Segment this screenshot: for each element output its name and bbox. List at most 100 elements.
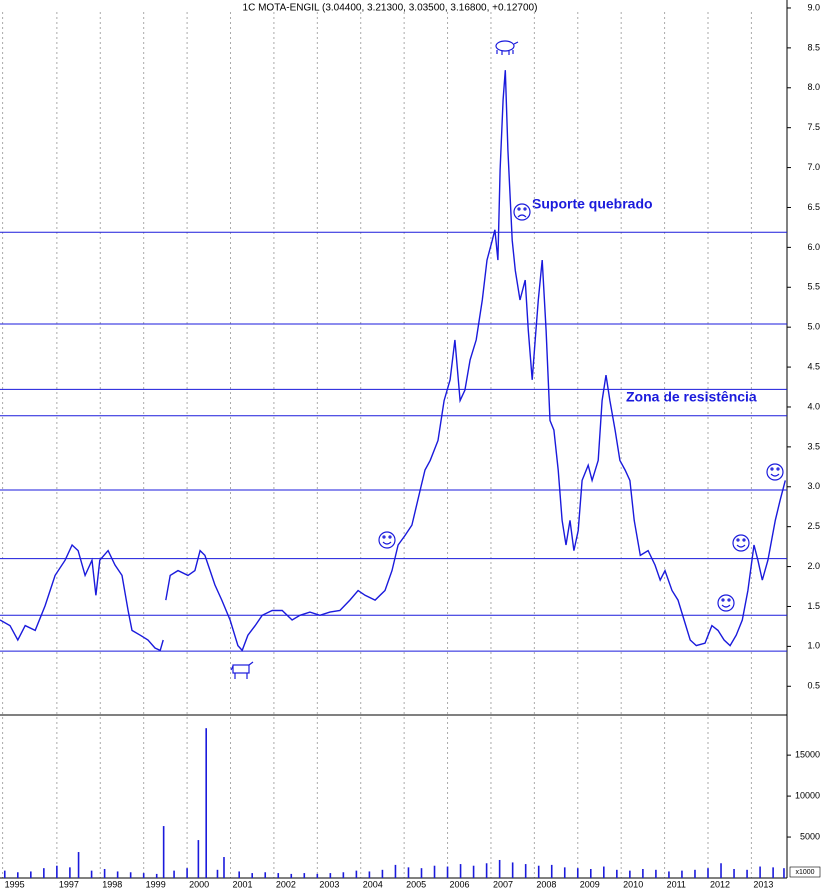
volume-bar: [783, 868, 785, 878]
volume-bar: [238, 871, 240, 878]
y-tick-label: 15000: [795, 750, 820, 760]
volume-bar: [368, 871, 371, 878]
volume-bar: [3, 870, 6, 878]
volume-bar: [205, 728, 207, 878]
volume-bar: [129, 872, 132, 878]
volume-bar: [746, 869, 748, 878]
volume-bar: [186, 868, 188, 878]
volume-bar: [197, 840, 200, 878]
x-tick-label: 2008: [536, 879, 556, 889]
volume-bar: [616, 869, 618, 878]
volume-bar: [589, 868, 592, 878]
x-tick-label: 2013: [753, 879, 773, 889]
volume-bar: [342, 872, 345, 878]
x-tick-label: 2001: [233, 879, 253, 889]
volume-bar: [772, 867, 774, 878]
y-tick-label: 5000: [800, 831, 820, 841]
volume-bar: [707, 868, 709, 878]
icons: [230, 40, 784, 679]
smiley-icon: [717, 594, 735, 612]
volume-bar: [694, 869, 696, 878]
x-tick-label: 2003: [319, 879, 339, 889]
chart-title: 1C MOTA-ENGIL (3.04400, 3.21300, 3.03500…: [243, 3, 538, 14]
y-tick-label: 1.0: [807, 641, 820, 651]
x-tick-label: 2006: [450, 879, 470, 889]
volume-bar: [407, 867, 410, 878]
volume-bar: [629, 870, 631, 878]
y-tick-label: 1.5: [807, 601, 820, 611]
volume-bar: [277, 873, 280, 878]
volume-bar: [90, 870, 93, 878]
y-tick-label: 2.5: [807, 521, 820, 531]
volume-bar: [759, 866, 761, 878]
volume-bar: [485, 863, 488, 878]
smiley-icon: [766, 463, 784, 481]
y-tick-label: 5.0: [807, 322, 820, 332]
volume-bar: [603, 866, 605, 878]
volume-bar: [251, 873, 254, 878]
volume-bar: [16, 872, 19, 878]
volume-bar: [524, 864, 527, 878]
y-tick-label: 5.5: [807, 282, 820, 292]
volume-bar: [511, 862, 514, 878]
smiley-icon: [732, 534, 750, 552]
annotation: Zona de resistência: [626, 389, 757, 405]
x-tick-label: 2010: [623, 879, 643, 889]
x-tick-label: 2009: [580, 879, 600, 889]
volume-bar: [420, 868, 423, 878]
unit-box: [789, 866, 821, 878]
volume-bar: [316, 873, 319, 878]
volume-bar: [216, 869, 219, 878]
volume-bar: [303, 873, 306, 878]
volume-bar: [642, 868, 644, 878]
x-tick-label: 2007: [493, 879, 513, 889]
volume-bar: [472, 865, 475, 878]
volume-bar: [498, 859, 501, 878]
y-tick-label: 8.5: [807, 42, 820, 52]
x-tick-label: 1995: [5, 879, 25, 889]
y-tick-label: 6.5: [807, 202, 820, 212]
y-tick-label: 0.5: [807, 681, 820, 691]
bull-icon: [230, 661, 254, 679]
volume-bar: [446, 866, 449, 878]
volume-bar: [264, 872, 267, 878]
volume-bar: [30, 871, 32, 878]
y-tick-label: 3.5: [807, 441, 820, 451]
y-tick-label: 4.0: [807, 401, 820, 411]
volume-bar: [77, 852, 80, 878]
annotation: Suporte quebrado: [532, 196, 653, 212]
volume-bar: [223, 857, 225, 878]
volume-bar: [550, 864, 553, 878]
volume-bar: [329, 873, 332, 878]
volume-bar: [668, 871, 670, 878]
y-tick-label: 7.0: [807, 162, 820, 172]
volume-bar: [394, 864, 397, 878]
volume-bar: [103, 868, 106, 878]
volume-bar: [681, 870, 683, 878]
volume-bar: [142, 873, 145, 878]
smiley-icon: [378, 531, 396, 549]
volume-bar: [459, 864, 462, 878]
y-tick-label: 8.0: [807, 82, 820, 92]
x-tick-label: 1999: [146, 879, 166, 889]
unit-label: x1000: [795, 869, 814, 876]
y-tick-label: 7.5: [807, 122, 820, 132]
x-tick-label: 2005: [406, 879, 426, 889]
y-tick-label: 4.5: [807, 361, 820, 371]
sad-icon: [513, 203, 531, 221]
price-line: [0, 70, 786, 652]
volume-bar: [563, 867, 566, 878]
volume-bar: [355, 870, 358, 878]
volume-bar: [56, 865, 58, 878]
x-tick-label: 2000: [189, 879, 209, 889]
volume-bar: [155, 873, 158, 878]
y-tick-label: 2.0: [807, 561, 820, 571]
x-tick-label: 2012: [710, 879, 730, 889]
volume-bar: [537, 865, 540, 878]
y-tick-label: 9.0: [807, 2, 820, 12]
y-tick-label: 3.0: [807, 481, 820, 491]
volume-bar: [116, 871, 119, 878]
